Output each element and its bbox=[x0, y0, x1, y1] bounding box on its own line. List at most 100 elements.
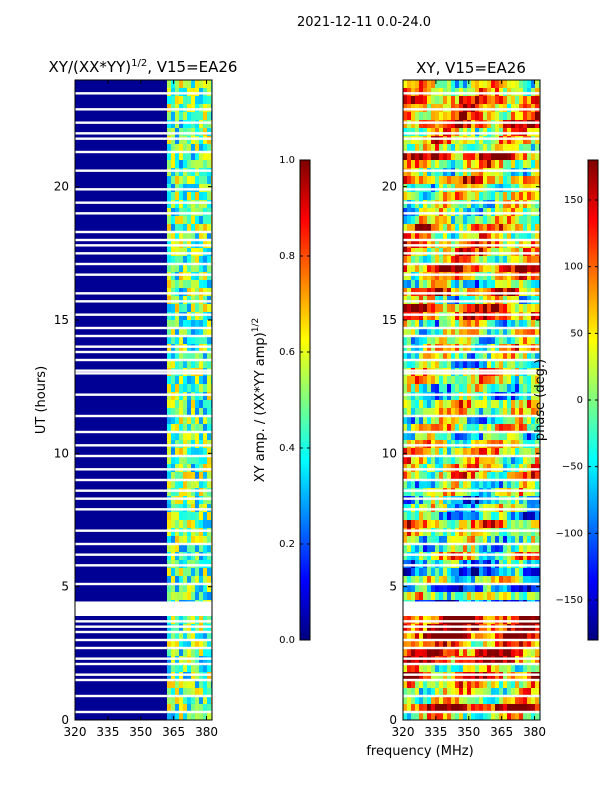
phase-cell bbox=[419, 360, 424, 369]
amplitude-cell bbox=[171, 376, 176, 385]
phase-cell bbox=[443, 328, 448, 337]
phase-cell bbox=[523, 584, 528, 593]
flagged-row bbox=[75, 372, 212, 375]
phase-cell bbox=[403, 264, 408, 273]
phase-cell bbox=[431, 192, 436, 201]
phase-cell bbox=[503, 120, 508, 129]
phase-cell bbox=[483, 704, 488, 713]
phase-cell bbox=[447, 176, 452, 185]
phase-cell bbox=[535, 688, 540, 697]
phase-cell bbox=[511, 272, 516, 281]
phase-cell bbox=[419, 232, 424, 241]
phase-cell bbox=[403, 536, 408, 545]
phase-cell bbox=[499, 480, 504, 489]
phase-cell bbox=[515, 528, 520, 537]
amplitude-heatmap bbox=[75, 80, 212, 720]
amplitude-cell bbox=[195, 544, 200, 553]
phase-cell bbox=[487, 384, 492, 393]
amplitude-cell bbox=[187, 688, 192, 697]
phase-cell bbox=[519, 664, 524, 673]
amplitude-cell bbox=[167, 144, 172, 153]
phase-cell bbox=[531, 544, 536, 553]
amplitude-cell bbox=[179, 456, 184, 465]
amplitude-cell bbox=[179, 688, 184, 697]
amplitude-cell bbox=[191, 584, 196, 593]
phase-cell bbox=[535, 272, 540, 281]
phase-cell bbox=[495, 328, 500, 337]
phase-heatmap bbox=[403, 80, 540, 720]
amplitude-cell bbox=[187, 568, 192, 577]
amplitude-cell bbox=[203, 536, 208, 545]
amplitude-cell bbox=[179, 624, 184, 633]
phase-cell bbox=[419, 112, 424, 121]
phase-cell bbox=[407, 200, 412, 209]
phase-cell bbox=[523, 536, 528, 545]
phase-cell bbox=[471, 112, 476, 121]
phase-cell bbox=[423, 152, 428, 161]
phase-cell bbox=[411, 680, 416, 689]
phase-cell bbox=[491, 256, 496, 265]
phase-cell bbox=[447, 376, 452, 385]
phase-cell bbox=[527, 584, 532, 593]
amplitude-cell bbox=[207, 328, 212, 337]
amplitude-cell bbox=[199, 648, 204, 657]
phase-cell bbox=[471, 264, 476, 273]
phase-cell bbox=[423, 568, 428, 577]
amplitude-cell bbox=[207, 392, 212, 401]
amplitude-cell bbox=[183, 168, 188, 177]
amplitude-cell bbox=[207, 656, 212, 665]
amplitude-cell bbox=[203, 400, 208, 409]
phase-cell bbox=[463, 152, 468, 161]
phase-cell bbox=[515, 416, 520, 425]
phase-cell bbox=[475, 136, 480, 145]
phase-cell bbox=[459, 576, 464, 585]
phase-cell bbox=[487, 120, 492, 129]
phase-cell bbox=[443, 576, 448, 585]
phase-cell bbox=[487, 160, 492, 169]
phase-cell bbox=[495, 584, 500, 593]
phase-cell bbox=[511, 416, 516, 425]
phase-cell bbox=[443, 336, 448, 345]
phase-cell bbox=[415, 256, 420, 265]
phase-cell bbox=[511, 336, 516, 345]
amplitude-cell bbox=[203, 80, 208, 89]
phase-cell bbox=[403, 216, 408, 225]
phase-cell bbox=[455, 328, 460, 337]
phase-cell bbox=[443, 584, 448, 593]
phase-cell bbox=[431, 120, 436, 129]
phase-cell bbox=[407, 488, 412, 497]
amplitude-cell bbox=[195, 528, 200, 537]
phase-cell bbox=[471, 96, 476, 105]
phase-cell bbox=[515, 568, 520, 577]
phase-cell bbox=[483, 392, 488, 401]
phase-cell bbox=[455, 680, 460, 689]
phase-cell bbox=[411, 696, 416, 705]
phase-cell bbox=[459, 224, 464, 233]
phase-cell bbox=[407, 528, 412, 537]
phase-cell bbox=[519, 712, 524, 720]
phase-cell bbox=[427, 320, 432, 329]
phase-cell bbox=[471, 256, 476, 265]
phase-cell bbox=[535, 648, 540, 657]
flagged-row bbox=[403, 137, 540, 140]
phase-cell bbox=[507, 136, 512, 145]
amplitude-cell bbox=[171, 264, 176, 273]
phase-cell bbox=[431, 576, 436, 585]
phase-cell bbox=[487, 576, 492, 585]
phase-cell bbox=[419, 160, 424, 169]
amplitude-cell bbox=[199, 312, 204, 321]
phase-cell bbox=[443, 152, 448, 161]
phase-cell bbox=[407, 536, 412, 545]
phase-cell bbox=[443, 648, 448, 657]
phase-cell bbox=[515, 304, 520, 313]
amplitude-cell bbox=[207, 712, 212, 720]
phase-cell bbox=[499, 672, 504, 681]
amplitude-cell bbox=[167, 168, 172, 177]
phase-cell bbox=[475, 568, 480, 577]
phase-cell bbox=[511, 568, 516, 577]
phase-cell bbox=[431, 640, 436, 649]
phase-cell bbox=[475, 408, 480, 417]
phase-cell bbox=[531, 272, 536, 281]
phase-cell bbox=[507, 160, 512, 169]
amplitude-cell bbox=[183, 408, 188, 417]
